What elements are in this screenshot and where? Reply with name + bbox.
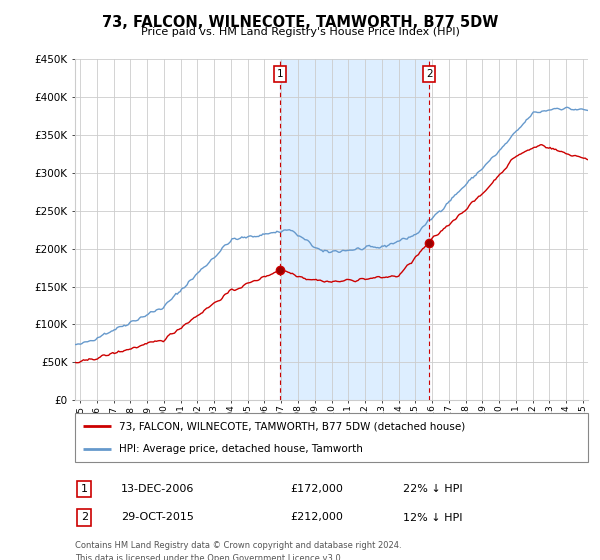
Text: This data is licensed under the Open Government Licence v3.0.: This data is licensed under the Open Gov… [75, 554, 343, 560]
Text: £212,000: £212,000 [290, 512, 343, 522]
Bar [280, 59, 429, 400]
Text: Price paid vs. HM Land Registry's House Price Index (HPI): Price paid vs. HM Land Registry's House … [140, 27, 460, 37]
Text: 22% ↓ HPI: 22% ↓ HPI [403, 484, 463, 494]
FancyBboxPatch shape [75, 413, 588, 462]
Text: Contains HM Land Registry data © Crown copyright and database right 2024.: Contains HM Land Registry data © Crown c… [75, 540, 401, 549]
Text: 12% ↓ HPI: 12% ↓ HPI [403, 512, 463, 522]
Text: 29-OCT-2015: 29-OCT-2015 [121, 512, 194, 522]
Text: £172,000: £172,000 [290, 484, 343, 494]
Text: HPI: Average price, detached house, Tamworth: HPI: Average price, detached house, Tamw… [119, 444, 362, 454]
Text: 73, FALCON, WILNECOTE, TAMWORTH, B77 5DW: 73, FALCON, WILNECOTE, TAMWORTH, B77 5DW [102, 15, 498, 30]
Text: 2: 2 [426, 69, 433, 79]
Text: 13-DEC-2006: 13-DEC-2006 [121, 484, 194, 494]
Text: 1: 1 [81, 484, 88, 494]
Text: 1: 1 [277, 69, 284, 79]
Text: 73, FALCON, WILNECOTE, TAMWORTH, B77 5DW (detached house): 73, FALCON, WILNECOTE, TAMWORTH, B77 5DW… [119, 421, 465, 431]
Text: 2: 2 [80, 512, 88, 522]
